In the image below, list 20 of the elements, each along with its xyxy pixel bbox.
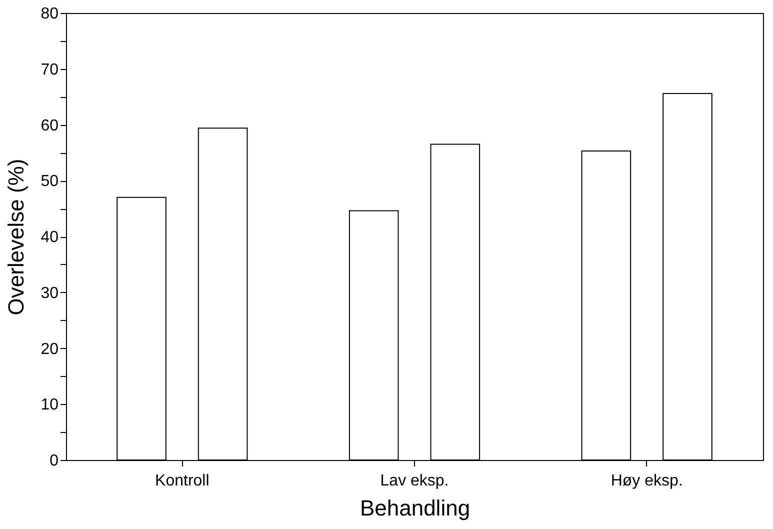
x-axis-title: Behandling — [360, 496, 470, 520]
bar — [430, 144, 480, 460]
bar — [662, 92, 712, 460]
y-tick-label: 20 — [40, 340, 59, 358]
bar — [116, 196, 166, 460]
x-tick-label: Lav eksp. — [380, 472, 449, 490]
y-tick-label: 10 — [40, 396, 59, 414]
y-tick-label: 0 — [50, 452, 59, 470]
y-tick-label: 40 — [40, 229, 59, 246]
y-axis-title: Overlevelse (%) — [4, 158, 29, 316]
y-tick-label: 60 — [40, 117, 59, 134]
y-tick-label: 70 — [40, 61, 59, 78]
y-tick-label: 50 — [40, 173, 59, 190]
x-tick-label: Høy eksp. — [610, 472, 683, 490]
bar — [348, 210, 399, 460]
bar — [581, 150, 632, 460]
bar — [198, 128, 248, 460]
y-tick-label: 30 — [40, 284, 59, 302]
x-tick-label: Kontroll — [155, 472, 210, 490]
y-tick-label: 80 — [40, 6, 59, 22]
